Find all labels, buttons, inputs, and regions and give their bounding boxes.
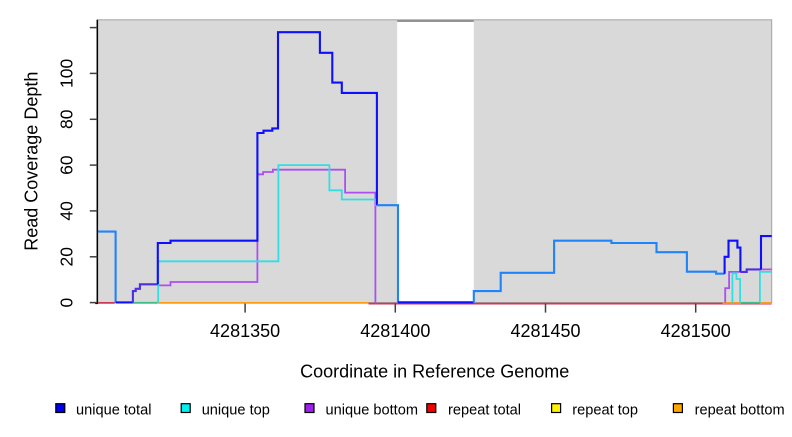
svg-text:repeat top: repeat top: [572, 402, 638, 418]
svg-text:80: 80: [56, 109, 76, 129]
svg-text:repeat total: repeat total: [448, 402, 521, 418]
svg-text:0: 0: [56, 297, 76, 307]
svg-text:60: 60: [56, 155, 76, 175]
svg-text:unique top: unique top: [202, 402, 270, 418]
svg-text:4281400: 4281400: [360, 321, 430, 341]
svg-text:4281350: 4281350: [210, 321, 280, 341]
svg-text:Coordinate in Reference Genome: Coordinate in Reference Genome: [300, 361, 569, 381]
svg-text:unique bottom: unique bottom: [326, 402, 419, 418]
svg-text:40: 40: [56, 201, 76, 221]
svg-text:100: 100: [56, 59, 76, 88]
svg-text:repeat bottom: repeat bottom: [695, 402, 785, 418]
svg-text:Read Coverage Depth: Read Coverage Depth: [22, 72, 42, 251]
svg-text:unique total: unique total: [76, 402, 151, 418]
svg-text:4281500: 4281500: [661, 321, 731, 341]
svg-text:20: 20: [56, 247, 76, 267]
svg-text:4281450: 4281450: [510, 321, 580, 341]
